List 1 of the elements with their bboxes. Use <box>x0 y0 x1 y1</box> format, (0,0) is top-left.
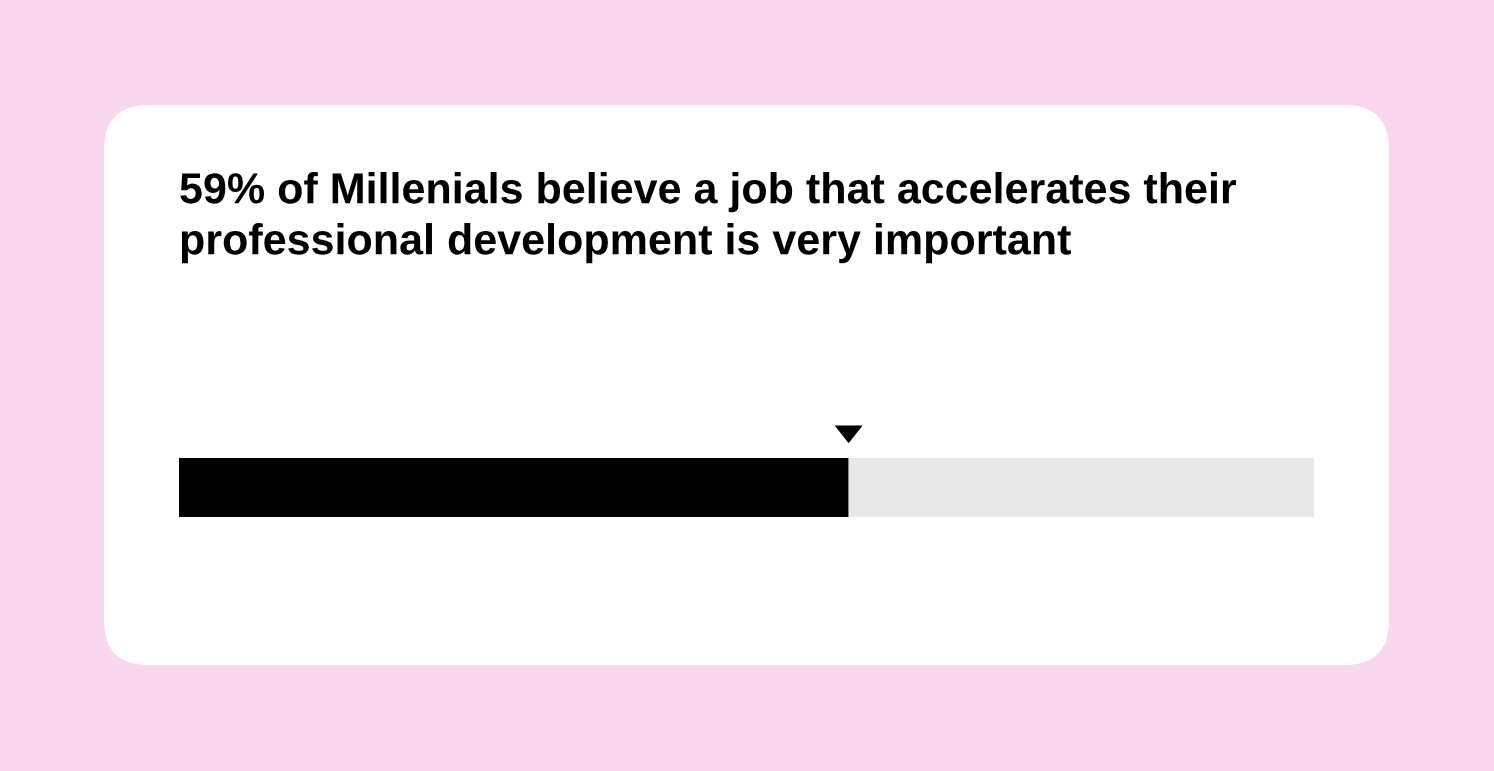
chart-title: 59% of Millenials believe a job that accelerates their professional development is very important <box>180 172 1237 264</box>
